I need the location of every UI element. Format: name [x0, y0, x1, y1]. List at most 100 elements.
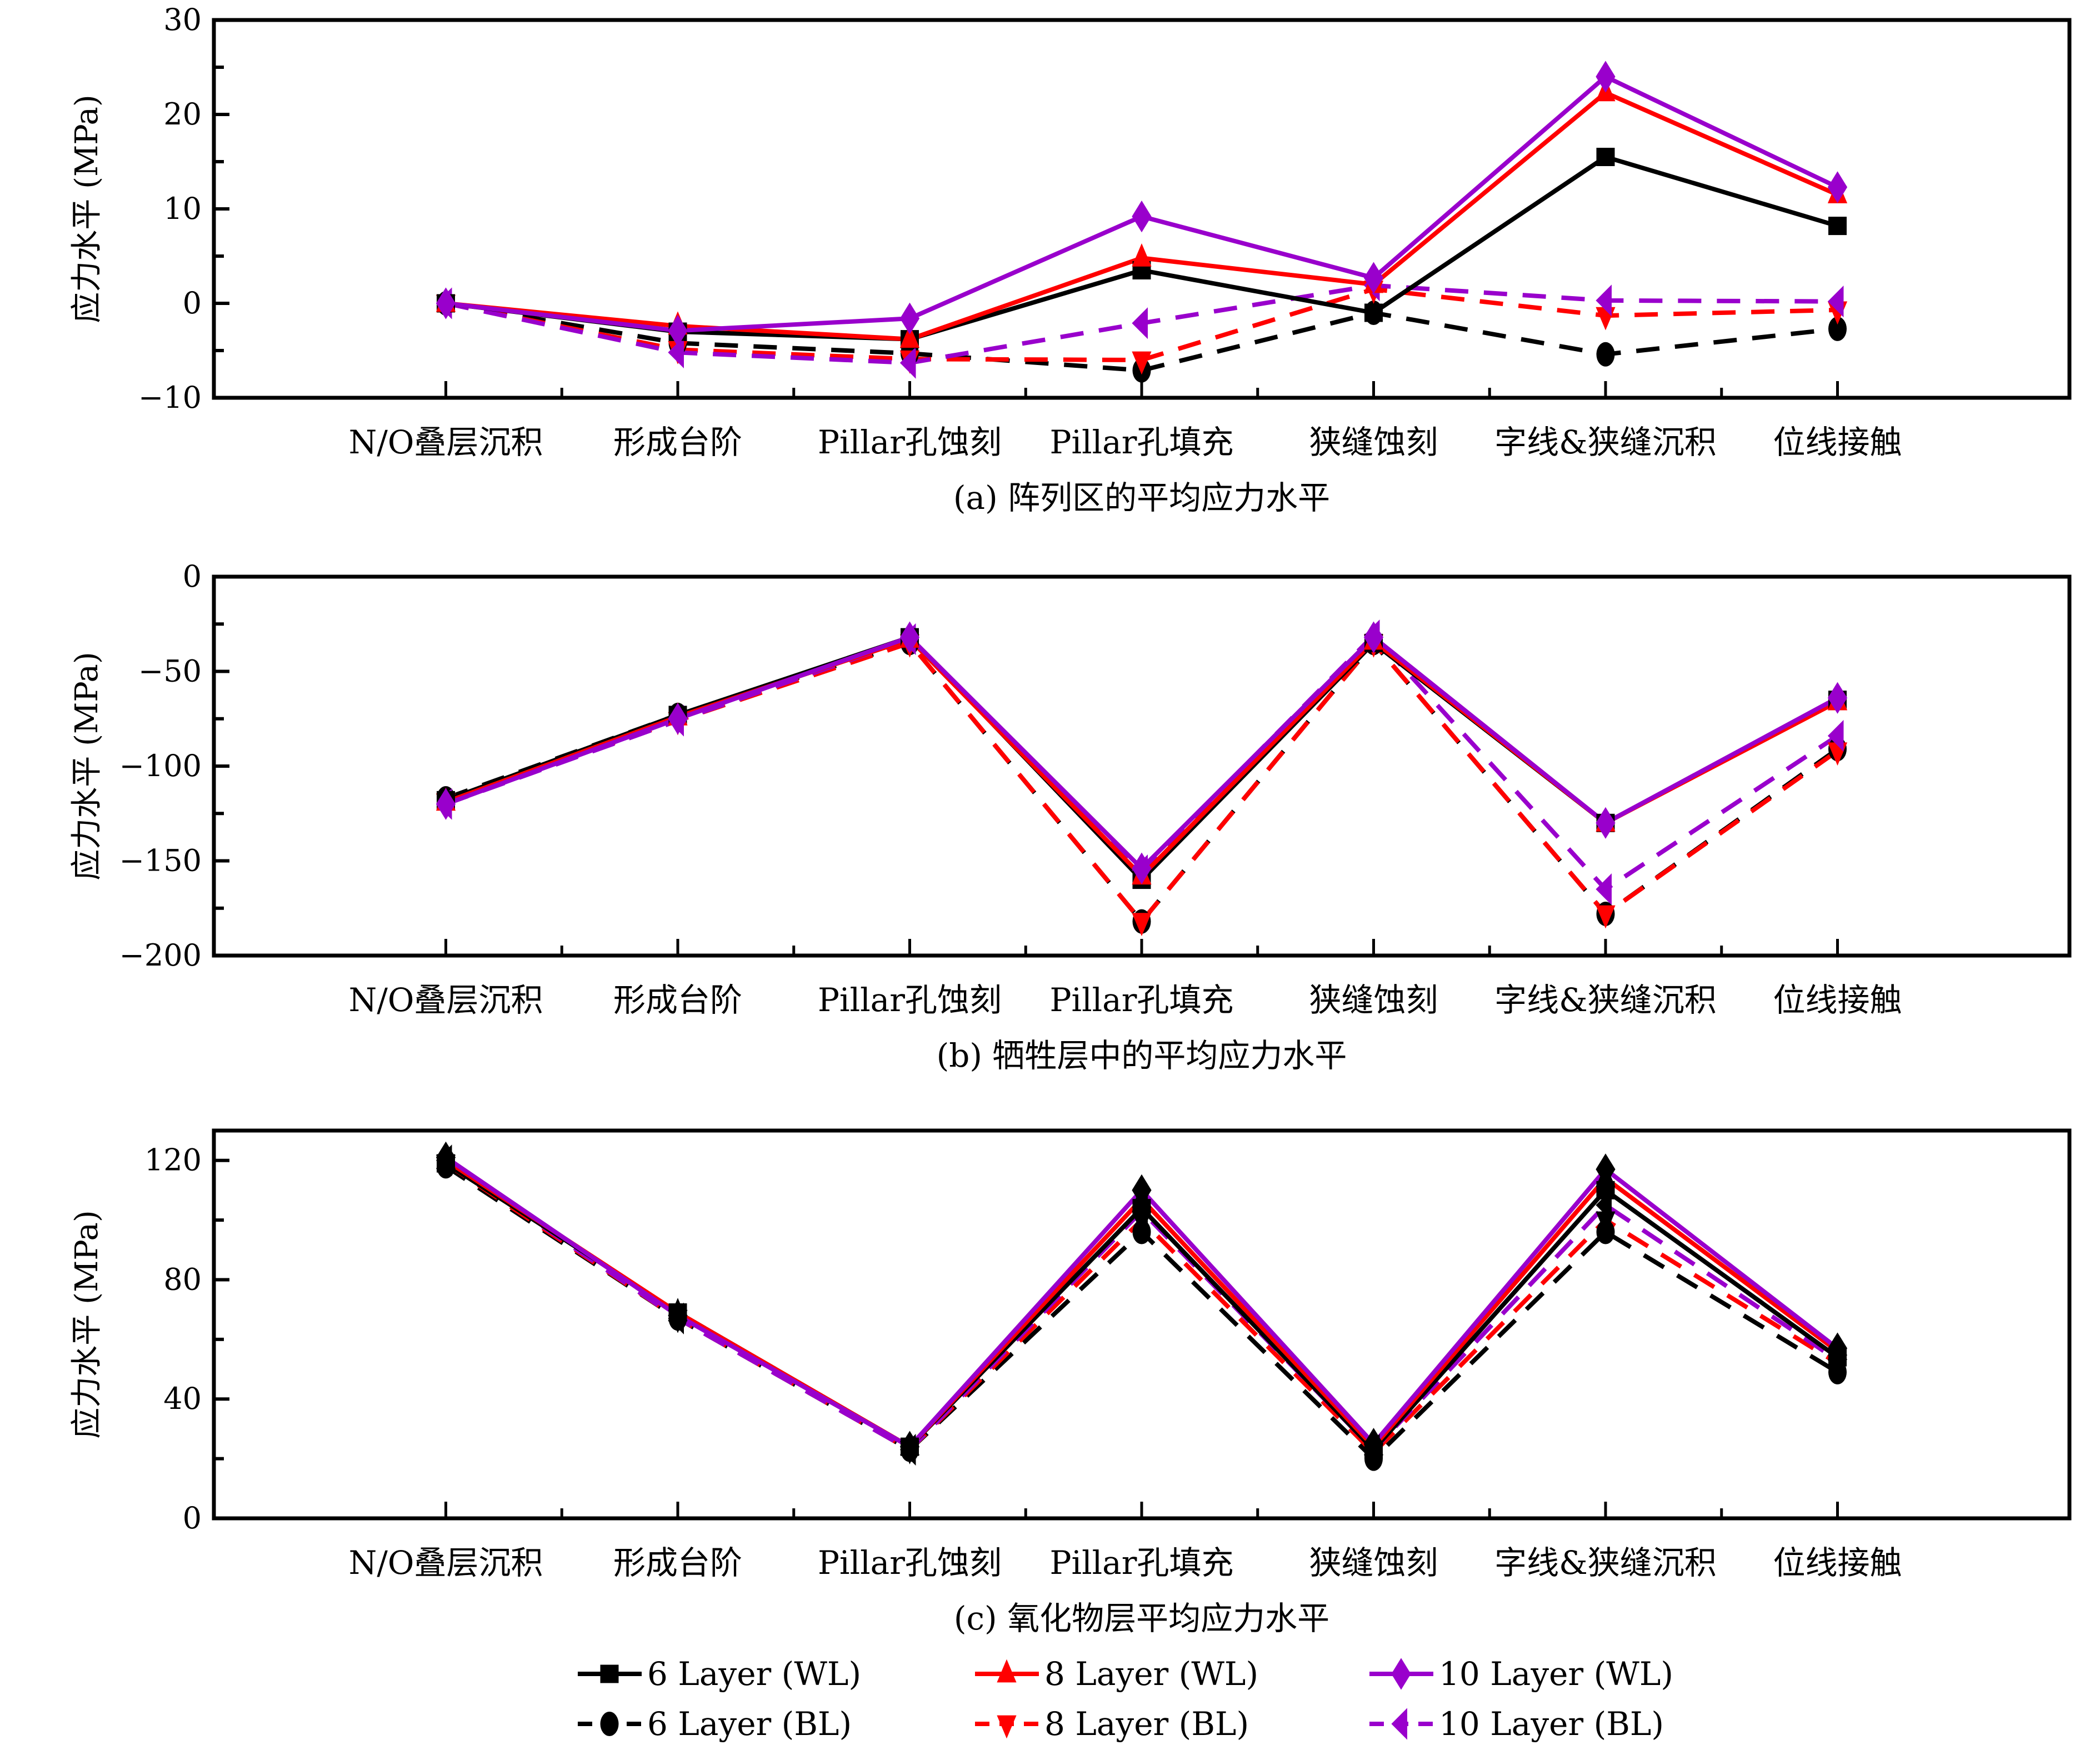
legend-label: 6 Layer (WL) — [647, 1655, 861, 1693]
data-point — [1596, 61, 1616, 93]
panel-caption: (c) 氧化物层平均应力水平 — [954, 1599, 1329, 1637]
series-line-8-layer-wl- — [445, 637, 1839, 878]
x-tick-label: 狭缝蚀刻 — [1309, 981, 1438, 1019]
x-tick-label: 位线接触 — [1773, 1544, 1902, 1582]
series-line-10-layer-wl- — [445, 635, 1839, 871]
series-line-10-layer-bl- — [445, 633, 1839, 892]
data-point — [1132, 351, 1152, 375]
panel-caption: (a) 阵列区的平均应力水平 — [953, 479, 1330, 517]
legend-marker — [600, 1712, 619, 1736]
data-point — [1596, 873, 1612, 906]
y-axis-label: 应力水平 (MPa) — [69, 1210, 105, 1438]
data-point — [1827, 719, 1844, 752]
series-line-6-layer-wl- — [445, 635, 1839, 882]
legend-item: 10 Layer (BL) — [1369, 1705, 1664, 1743]
data-point — [899, 347, 916, 379]
panel-c: 0 40 80 120 N/O叠层沉积 形成台阶 Pillar孔蚀刻 Pillar孔填充 狭缝蚀… — [69, 1128, 2072, 1637]
x-tick-label: 形成台阶 — [613, 981, 742, 1019]
x-tick-label: 字线&狭缝沉积 — [1494, 981, 1717, 1019]
x-tick-label: Pillar孔蚀刻 — [818, 981, 1002, 1019]
y-tick-label: 0 — [183, 559, 202, 594]
y-tick-label: 120 — [144, 1143, 202, 1178]
x-tick-label: 狭缝蚀刻 — [1309, 423, 1438, 461]
data-point — [1132, 913, 1152, 937]
data-point — [668, 314, 688, 347]
y-tick-label: 0 — [183, 286, 202, 321]
data-point — [1828, 217, 1847, 236]
legend-item: 6 Layer (BL) — [578, 1705, 852, 1743]
data-point — [1596, 1153, 1616, 1186]
y-tick-label: −200 — [119, 938, 202, 973]
data-point — [1827, 171, 1848, 203]
x-tick-label: 形成台阶 — [613, 1544, 742, 1582]
legend-marker — [1391, 1708, 1407, 1740]
data-point — [1827, 682, 1848, 714]
y-tick-label: 40 — [163, 1381, 202, 1416]
y-tick-label: 20 — [163, 97, 202, 132]
y-tick-label: 10 — [163, 191, 202, 226]
y-axis-label: 应力水平 (MPa) — [69, 94, 105, 323]
data-point — [668, 703, 688, 735]
data-point — [899, 324, 920, 348]
x-tick-label: 字线&狭缝沉积 — [1494, 1544, 1717, 1582]
data-point — [436, 287, 456, 319]
data-point — [1363, 1428, 1384, 1460]
data-point — [1827, 286, 1844, 318]
data-point — [1596, 807, 1616, 839]
legend-item: 10 Layer (WL) — [1369, 1655, 1673, 1693]
legend-item: 8 Layer (BL) — [975, 1705, 1249, 1743]
data-point — [668, 336, 684, 368]
data-point — [1364, 303, 1383, 322]
x-tick-label: N/O叠层沉积 — [349, 981, 543, 1019]
data-point — [1363, 262, 1384, 294]
x-tick-label: Pillar孔蚀刻 — [818, 423, 1002, 461]
y-axis-label: 应力水平 (MPa) — [69, 652, 105, 880]
legend-label: 6 Layer (BL) — [647, 1705, 852, 1743]
legend-item: 8 Layer (WL) — [975, 1655, 1258, 1693]
y-tick-label: 30 — [163, 2, 202, 37]
x-tick-label: Pillar孔蚀刻 — [818, 1544, 1002, 1582]
x-tick-label: 字线&狭缝沉积 — [1494, 423, 1717, 461]
x-tick-label: 位线接触 — [1773, 981, 1902, 1019]
data-point — [1132, 201, 1152, 233]
data-point — [1596, 905, 1616, 929]
legend-marker — [1391, 1658, 1411, 1690]
data-point — [1132, 1174, 1152, 1206]
legend-marker — [997, 1659, 1017, 1683]
panel-b: −200 −150 −100 −50 0 N/O叠层沉积 形成台阶 Pillar孔蚀刻 Pill… — [69, 559, 2072, 1074]
legend-marker — [997, 1715, 1017, 1739]
x-tick-label: N/O叠层沉积 — [349, 1544, 543, 1582]
legend-label: 8 Layer (WL) — [1044, 1655, 1258, 1693]
x-tick-label: Pillar孔填充 — [1050, 981, 1234, 1019]
y-tick-label: −150 — [119, 843, 202, 878]
y-tick-label: 80 — [163, 1262, 202, 1297]
data-point — [668, 1299, 688, 1332]
data-point — [1827, 1332, 1848, 1364]
x-tick-label: Pillar孔填充 — [1050, 1544, 1234, 1582]
data-point — [1132, 243, 1152, 267]
legend-label: 8 Layer (BL) — [1044, 1705, 1249, 1743]
y-tick-label: −100 — [119, 748, 202, 783]
panel-a: −10 0 10 20 30 N/O叠层沉积 形成台阶 Pillar孔蚀刻 Pillar孔填充 狭… — [69, 2, 2072, 517]
data-point — [1596, 284, 1612, 317]
x-tick-label: Pillar孔填充 — [1050, 423, 1234, 461]
data-point — [1363, 621, 1384, 653]
legend-item: 6 Layer (WL) — [578, 1655, 861, 1693]
legend-label: 10 Layer (WL) — [1439, 1655, 1673, 1693]
legend-marker — [600, 1664, 619, 1683]
data-point — [436, 1141, 456, 1173]
data-point — [1132, 852, 1152, 884]
x-tick-label: 位线接触 — [1773, 423, 1902, 461]
y-tick-label: 0 — [183, 1501, 202, 1536]
data-point — [1596, 307, 1616, 331]
data-point — [899, 621, 920, 653]
legend-label: 10 Layer (BL) — [1439, 1705, 1664, 1743]
data-point — [1596, 148, 1615, 166]
x-tick-label: 形成台阶 — [613, 423, 742, 461]
x-tick-label: 狭缝蚀刻 — [1309, 1544, 1438, 1582]
data-point — [1828, 316, 1847, 341]
data-point — [899, 302, 920, 334]
data-point — [1596, 342, 1615, 367]
data-point — [436, 788, 456, 820]
